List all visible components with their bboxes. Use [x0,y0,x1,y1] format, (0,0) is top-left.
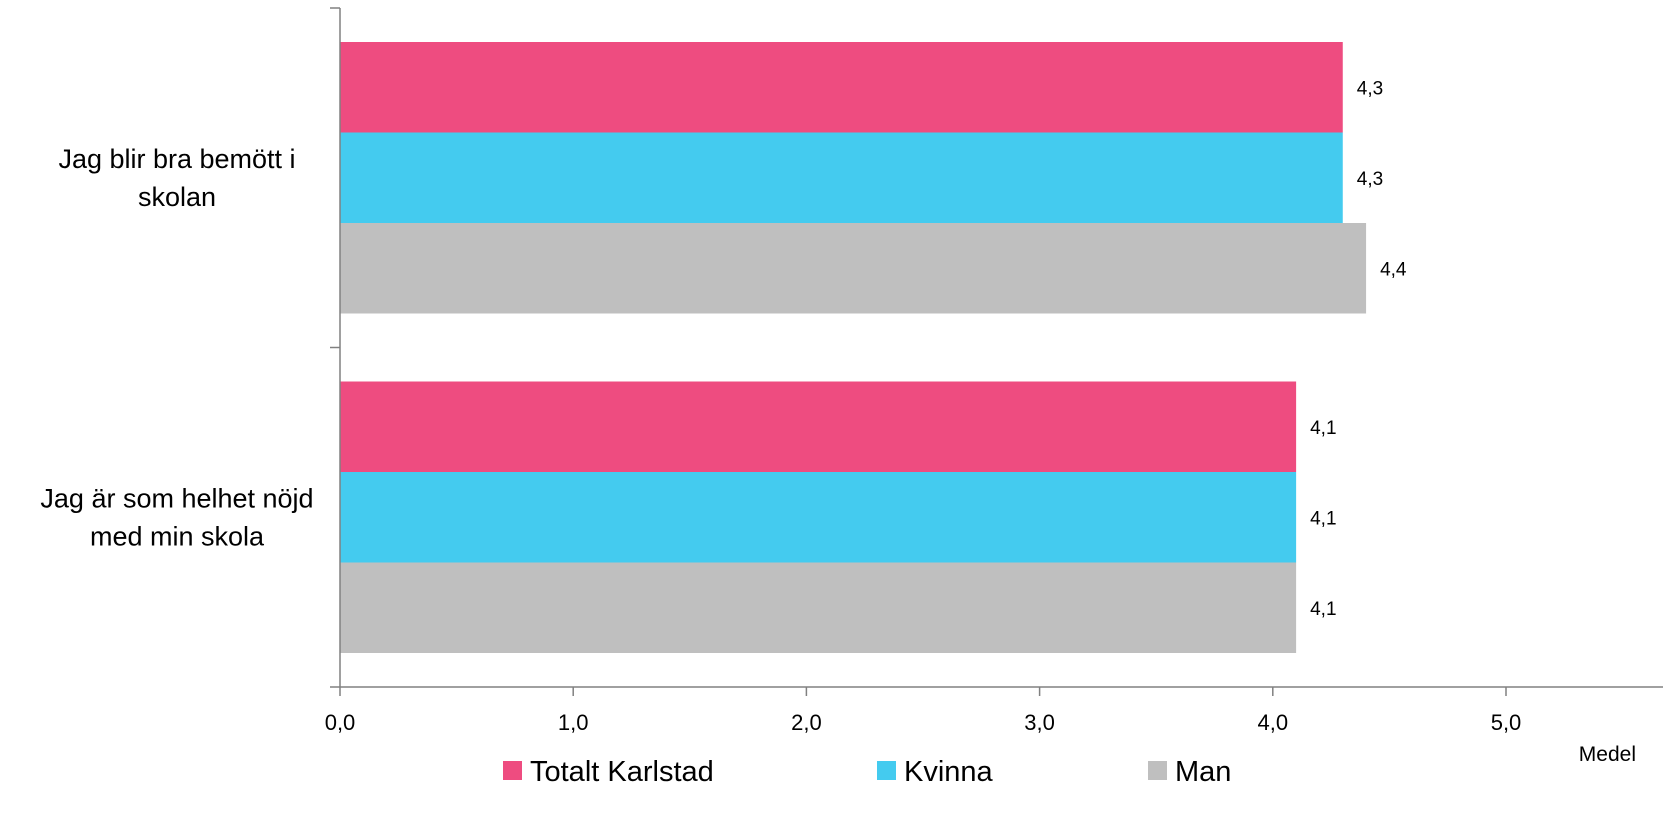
category-label: Jag blir bra bemött i [58,144,295,174]
data-label: 4,3 [1357,169,1383,190]
x-tick-label: 1,0 [558,710,589,735]
bar [340,562,1297,653]
x-axis-ticks: 0,0 1,0 2,0 3,0 4,0 5,0 [325,7,1522,735]
data-labels: 4,3 4,3 4,4 4,1 4,1 4,1 [1310,78,1407,620]
data-label: 4,1 [1310,418,1336,439]
data-label: 4,3 [1357,78,1383,99]
x-tick-label: 4,0 [1258,710,1289,735]
legend-swatch [877,761,896,780]
bar [340,42,1343,133]
bar [340,132,1343,223]
category-label: skolan [138,182,216,212]
legend-swatch [503,761,522,780]
legend-swatch [1148,761,1167,780]
bar [340,472,1297,563]
category-labels: Jag blir bra bemött i skolan Jag är som he… [40,144,313,552]
bar [340,223,1367,314]
legend-label: Man [1175,756,1231,788]
legend-label: Kvinna [904,756,994,788]
bars [340,42,1367,653]
x-axis-title: Medel [1579,743,1636,766]
x-tick-label: 5,0 [1491,710,1522,735]
category-label: Jag är som helhet nöjd [40,483,313,513]
data-label: 4,1 [1310,599,1336,620]
bar [340,381,1297,472]
data-label: 4,4 [1380,259,1407,280]
x-tick-label: 0,0 [325,710,356,735]
x-tick-label: 2,0 [791,710,822,735]
data-label: 4,1 [1310,508,1336,529]
x-tick-label: 3,0 [1024,710,1055,735]
legend-label: Totalt Karlstad [530,756,714,788]
category-label: med min skola [90,521,265,551]
legend: Totalt Karlstad Kvinna Man [503,756,1231,788]
